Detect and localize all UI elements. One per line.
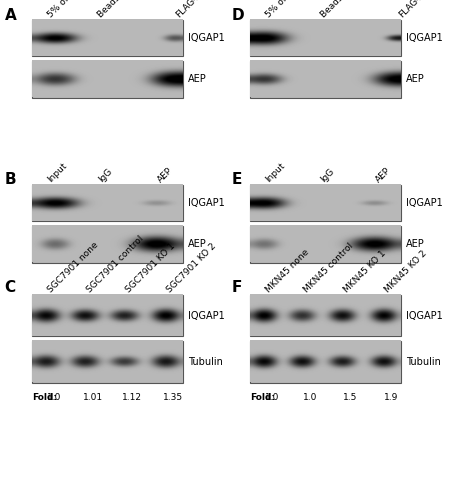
Text: C: C	[5, 280, 16, 295]
Text: MKN45 control: MKN45 control	[302, 241, 355, 294]
Text: FLAG-AEP: FLAG-AEP	[397, 0, 434, 19]
Text: IQGAP1: IQGAP1	[188, 310, 225, 320]
Text: F: F	[232, 280, 242, 295]
Text: Beads control: Beads control	[319, 0, 369, 19]
Text: Input: Input	[46, 161, 69, 184]
Text: AEP: AEP	[406, 240, 425, 250]
Bar	[250, 226, 401, 262]
Text: D: D	[232, 8, 245, 22]
Bar	[32, 20, 183, 56]
Text: MKN45 none: MKN45 none	[264, 247, 311, 294]
Bar	[32, 341, 183, 382]
Bar	[250, 341, 401, 382]
Text: Input: Input	[264, 161, 287, 184]
Text: SGC7901 KO 2: SGC7901 KO 2	[165, 241, 218, 294]
Bar	[250, 20, 401, 56]
Bar	[250, 61, 401, 98]
Text: IgG: IgG	[319, 167, 336, 184]
Text: Tubulin: Tubulin	[406, 357, 441, 367]
Text: Fold:: Fold:	[32, 394, 57, 402]
Text: Fold:: Fold:	[250, 394, 275, 402]
Text: IQGAP1: IQGAP1	[406, 33, 443, 43]
Text: 1.5: 1.5	[342, 394, 357, 402]
Text: 1.12: 1.12	[122, 394, 142, 402]
Text: AEP: AEP	[156, 166, 174, 184]
Bar	[250, 185, 401, 221]
Text: 5% of total: 5% of total	[46, 0, 88, 19]
Text: AEP: AEP	[374, 166, 392, 184]
Text: IgG: IgG	[96, 167, 114, 184]
Text: MKN45 KO 1: MKN45 KO 1	[342, 248, 388, 294]
Text: IQGAP1: IQGAP1	[406, 310, 443, 320]
Text: Beads control: Beads control	[96, 0, 146, 19]
Text: 1.35: 1.35	[163, 394, 183, 402]
Text: 1.9: 1.9	[384, 394, 398, 402]
Text: 1.0: 1.0	[302, 394, 317, 402]
Text: IQGAP1: IQGAP1	[188, 198, 225, 208]
Text: IQGAP1: IQGAP1	[188, 33, 225, 43]
Text: SGC7901 KO 1: SGC7901 KO 1	[124, 241, 177, 294]
Text: A: A	[5, 8, 17, 22]
Text: AEP: AEP	[406, 74, 425, 85]
Bar	[32, 61, 183, 98]
Text: 5% of total: 5% of total	[264, 0, 306, 19]
Bar	[32, 185, 183, 221]
Bar	[32, 226, 183, 262]
Bar	[32, 295, 183, 337]
Text: IQGAP1: IQGAP1	[406, 198, 443, 208]
Text: AEP: AEP	[188, 240, 207, 250]
Text: SGC7901 control: SGC7901 control	[85, 234, 146, 294]
Text: SGC7901 none: SGC7901 none	[46, 240, 100, 294]
Text: 1.0: 1.0	[46, 394, 61, 402]
Text: 1.0: 1.0	[264, 394, 279, 402]
Text: MKN45 KO 2: MKN45 KO 2	[383, 248, 429, 294]
Text: Tubulin: Tubulin	[188, 357, 223, 367]
Text: 1.01: 1.01	[83, 394, 103, 402]
Text: E: E	[232, 172, 242, 188]
Text: B: B	[5, 172, 16, 188]
Bar	[250, 295, 401, 337]
Text: AEP: AEP	[188, 74, 207, 85]
Text: FLAG-AEP: FLAG-AEP	[174, 0, 212, 19]
